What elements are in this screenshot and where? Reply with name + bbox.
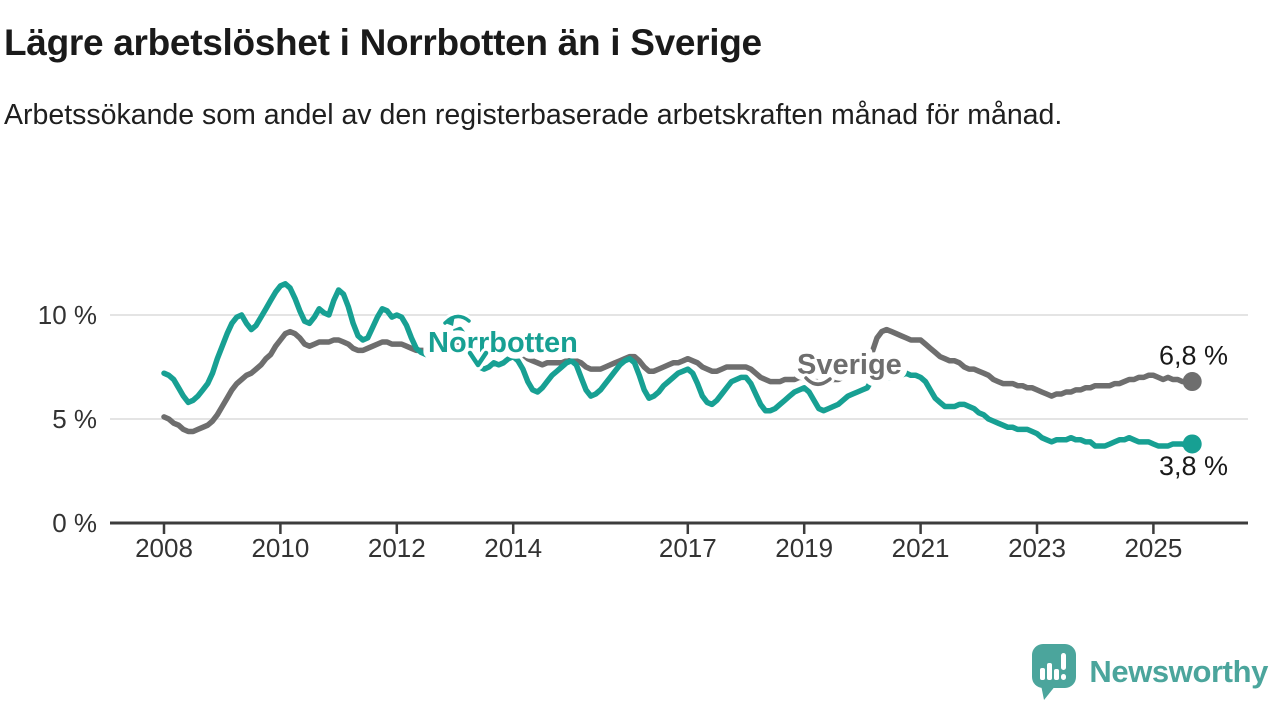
x-tick-label: 2023 (1008, 533, 1066, 563)
x-tick-label: 2012 (368, 533, 426, 563)
series-label-norrbotten: Norrbotten (428, 327, 578, 359)
newsworthy-bubble-chart-icon (1032, 644, 1077, 700)
series-line-sverige (161, 326, 1195, 435)
y-tick-label: 10 % (38, 300, 97, 330)
norrbotten-label-caret (467, 350, 489, 368)
chart-header: Lägre arbetslöshet i Norrbotten än i Sve… (4, 0, 1204, 135)
x-tick-label: 2010 (251, 533, 309, 563)
newsworthy-logo: Newsworthy (1031, 643, 1268, 701)
chart-title: Lägre arbetslöshet i Norrbotten än i Sve… (4, 22, 762, 63)
norrbotten-label-arrow (443, 314, 471, 325)
sverige-label-arrow (804, 376, 832, 386)
chart-subtitle: Arbetssökande som andel av den registerb… (4, 99, 1063, 131)
x-tick-label: 2021 (892, 533, 950, 563)
x-tick-label: 2014 (484, 533, 542, 563)
end-dot-norrbotten (1182, 434, 1202, 454)
series-line-norrbotten (161, 281, 1195, 449)
end-dot-sverige (1182, 372, 1202, 392)
series-label-sverige: Sverige (797, 349, 902, 381)
y-tick-label: 0 % (52, 508, 97, 538)
end-value-label-norrbotten: 3,8 % (1159, 451, 1228, 481)
y-tick-label: 5 % (52, 404, 97, 434)
x-tick-label: 2017 (659, 533, 717, 563)
norrbotten-arrowhead (445, 315, 455, 326)
x-tick-label: 2025 (1124, 533, 1182, 563)
x-tick-label: 2008 (135, 533, 193, 563)
x-tick-label: 2019 (775, 533, 833, 563)
newsworthy-wordmark: Newsworthy (1089, 654, 1268, 689)
end-value-label-sverige: 6,8 % (1159, 341, 1228, 371)
